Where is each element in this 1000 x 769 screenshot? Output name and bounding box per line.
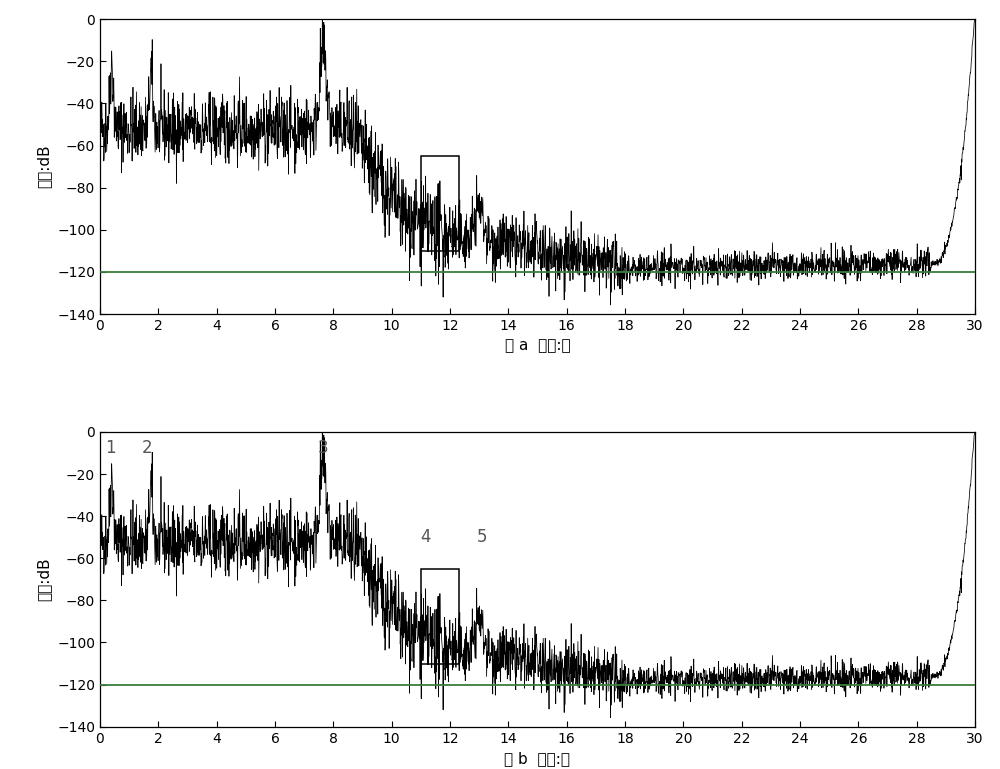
Text: 1: 1 [105,439,116,458]
Bar [421,569,459,664]
X-axis label: 图 b  距离:米: 图 b 距离:米 [505,751,570,766]
Text: 5: 5 [477,528,487,546]
Bar [421,156,459,251]
Text: 4: 4 [420,528,430,546]
Text: 2: 2 [141,439,152,458]
Y-axis label: 幅度:dB: 幅度:dB [37,145,52,188]
Text: 3: 3 [318,439,328,458]
Y-axis label: 幅度:dB: 幅度:dB [37,558,52,601]
X-axis label: 图 a  距离:米: 图 a 距离:米 [505,338,570,354]
